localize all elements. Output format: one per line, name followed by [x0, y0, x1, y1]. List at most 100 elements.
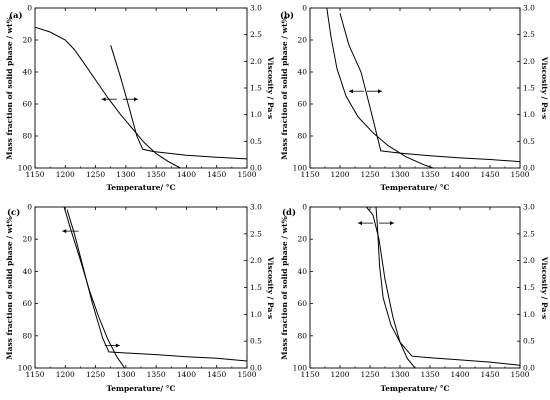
y-left-tick-label: 20: [297, 36, 307, 45]
y-right-tick-label: 0.0: [523, 164, 535, 173]
y-right-tick-label: 1.5: [523, 84, 535, 93]
plot-frame: [309, 206, 521, 369]
x-tick-label: 1350: [420, 170, 439, 179]
y-left-tick-label: 60: [22, 299, 32, 308]
x-tick-label: 1400: [450, 170, 469, 179]
x-tick-label: 1200: [330, 370, 349, 379]
x-tick-label: 1450: [207, 170, 226, 179]
y-left-tick-label: 100: [18, 364, 33, 373]
y-right-tick-label: 2.0: [523, 57, 535, 66]
y-left-tick-label: 0: [302, 203, 307, 212]
x-tick-label: 1250: [86, 370, 105, 379]
y-left-tick-label: 100: [293, 164, 308, 173]
y-right-tick-label: 0.0: [523, 364, 535, 373]
panel-label: (a): [9, 10, 23, 21]
x-tick-label: 1500: [237, 370, 256, 379]
left-axis-title: Mass fraction of solid phase / wt%: [5, 216, 14, 359]
y-right-tick-label: 2.5: [250, 30, 262, 39]
right-axis-title: Viscosity / Pa·s: [540, 256, 549, 319]
y-left-tick-label: 40: [22, 68, 32, 77]
x-tick-label: 1350: [147, 170, 166, 179]
x-tick-label: 1300: [116, 370, 135, 379]
series-line-viscosity: [66, 209, 248, 362]
arrow-head: [101, 97, 106, 102]
x-tick-label: 1150: [300, 370, 319, 379]
y-left-tick-label: 60: [297, 299, 307, 308]
y-right-tick-label: 1.0: [250, 110, 262, 119]
series-line-mass-fraction: [326, 7, 434, 169]
y-right-tick-label: 2.0: [250, 256, 262, 265]
left-axis-title: Mass fraction of solid phase / wt%: [280, 16, 289, 159]
panel-b: (b) Temperature/ °C Mass fraction of sol…: [280, 4, 549, 193]
y-right-tick-label: 2.5: [523, 30, 535, 39]
x-tick-label: 1350: [147, 370, 166, 379]
arrow-head: [390, 221, 394, 226]
x-axis-title: Temperature/ °C: [381, 183, 450, 192]
y-left-tick-label: 0: [27, 4, 32, 13]
x-tick-label: 1500: [237, 170, 256, 179]
y-right-tick-label: 3.0: [250, 203, 262, 212]
y-right-tick-label: 3.0: [523, 4, 535, 13]
y-left-tick-label: 100: [18, 164, 33, 173]
y-left-tick-label: 40: [22, 267, 32, 276]
y-right-tick-label: 1.0: [250, 310, 262, 319]
y-left-tick-label: 60: [297, 100, 307, 109]
panel-a: (a) Temperature/ °C Mass fraction of sol…: [5, 4, 275, 193]
x-tick-label: 1500: [510, 170, 529, 179]
y-right-tick-label: 1.5: [523, 283, 535, 292]
x-tick-label: 1300: [390, 370, 409, 379]
series-line-mass-fraction: [34, 26, 181, 169]
y-left-tick-label: 20: [22, 36, 32, 45]
left-axis-title: Mass fraction of solid phase / wt%: [5, 16, 14, 159]
y-left-tick-label: 80: [297, 331, 307, 340]
x-tick-label: 1500: [510, 370, 529, 379]
y-left-tick-label: 0: [302, 4, 307, 13]
x-tick-label: 1250: [86, 170, 105, 179]
y-right-tick-label: 1.0: [523, 310, 535, 319]
panel-d: (d) Temperature/ °C Mass fraction of sol…: [280, 203, 549, 394]
y-left-tick-label: 40: [297, 68, 307, 77]
y-left-tick-label: 60: [22, 100, 32, 109]
y-left-tick-label: 20: [297, 235, 307, 244]
x-tick-label: 1250: [360, 170, 379, 179]
panel-label: (c): [7, 207, 20, 218]
x-tick-label: 1250: [360, 370, 379, 379]
x-tick-label: 1200: [56, 170, 75, 179]
x-tick-label: 1450: [207, 370, 226, 379]
arrow-head: [133, 97, 138, 102]
x-tick-label: 1450: [480, 370, 499, 379]
series-line-viscosity: [375, 206, 521, 366]
y-left-tick-label: 80: [297, 132, 307, 141]
arrow-head: [358, 221, 362, 226]
x-tick-label: 1400: [177, 370, 196, 379]
y-left-tick-label: 80: [22, 331, 32, 340]
right-axis-title: Viscosity / Pa·s: [266, 56, 275, 119]
y-left-tick-label: 80: [22, 132, 32, 141]
y-left-tick-label: 100: [293, 364, 308, 373]
series-line-viscosity: [110, 45, 248, 160]
x-tick-label: 1150: [25, 370, 44, 379]
y-right-tick-label: 1.0: [523, 110, 535, 119]
arrow-head: [378, 89, 382, 94]
right-axis-title: Viscosity / Pa·s: [266, 256, 275, 319]
y-left-tick-label: 40: [297, 267, 307, 276]
y-right-tick-label: 0.5: [523, 337, 535, 346]
x-axis-title: Temperature/ °C: [107, 183, 176, 192]
plot-frame: [34, 7, 248, 169]
series-line-mass-fraction: [366, 206, 416, 369]
y-right-tick-label: 3.0: [523, 203, 535, 212]
left-axis-title: Mass fraction of solid phase / wt%: [280, 216, 289, 359]
x-tick-label: 1150: [300, 170, 319, 179]
series-line-viscosity: [339, 13, 521, 163]
arrow-head: [349, 89, 353, 94]
y-right-tick-label: 0.5: [523, 137, 535, 146]
y-right-tick-label: 0.0: [250, 164, 262, 173]
x-tick-label: 1150: [25, 170, 44, 179]
arrow-head: [115, 343, 120, 348]
panel-label: (b): [280, 10, 294, 21]
x-axis-title: Temperature/ °C: [381, 384, 450, 393]
x-tick-label: 1300: [390, 170, 409, 179]
y-right-tick-label: 2.5: [250, 229, 262, 238]
x-tick-label: 1400: [450, 370, 469, 379]
